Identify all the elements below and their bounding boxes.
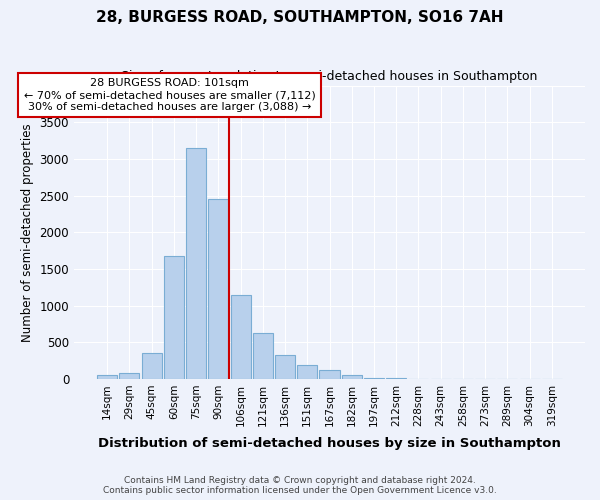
Bar: [253, 332, 273, 379]
Bar: [186, 148, 206, 379]
Bar: [119, 373, 139, 379]
Bar: [319, 370, 340, 379]
Bar: [386, 378, 406, 379]
Bar: [342, 375, 362, 379]
Bar: [275, 354, 295, 379]
Bar: [297, 366, 317, 379]
Title: Size of property relative to semi-detached houses in Southampton: Size of property relative to semi-detach…: [121, 70, 538, 83]
Text: 28, BURGESS ROAD, SOUTHAMPTON, SO16 7AH: 28, BURGESS ROAD, SOUTHAMPTON, SO16 7AH: [96, 10, 504, 25]
Bar: [364, 378, 384, 379]
Bar: [142, 352, 161, 379]
Bar: [208, 199, 229, 379]
Bar: [230, 294, 251, 379]
Y-axis label: Number of semi-detached properties: Number of semi-detached properties: [21, 123, 34, 342]
Text: 28 BURGESS ROAD: 101sqm
← 70% of semi-detached houses are smaller (7,112)
30% of: 28 BURGESS ROAD: 101sqm ← 70% of semi-de…: [23, 78, 316, 112]
X-axis label: Distribution of semi-detached houses by size in Southampton: Distribution of semi-detached houses by …: [98, 437, 561, 450]
Bar: [164, 256, 184, 379]
Bar: [97, 375, 117, 379]
Text: Contains HM Land Registry data © Crown copyright and database right 2024.
Contai: Contains HM Land Registry data © Crown c…: [103, 476, 497, 495]
